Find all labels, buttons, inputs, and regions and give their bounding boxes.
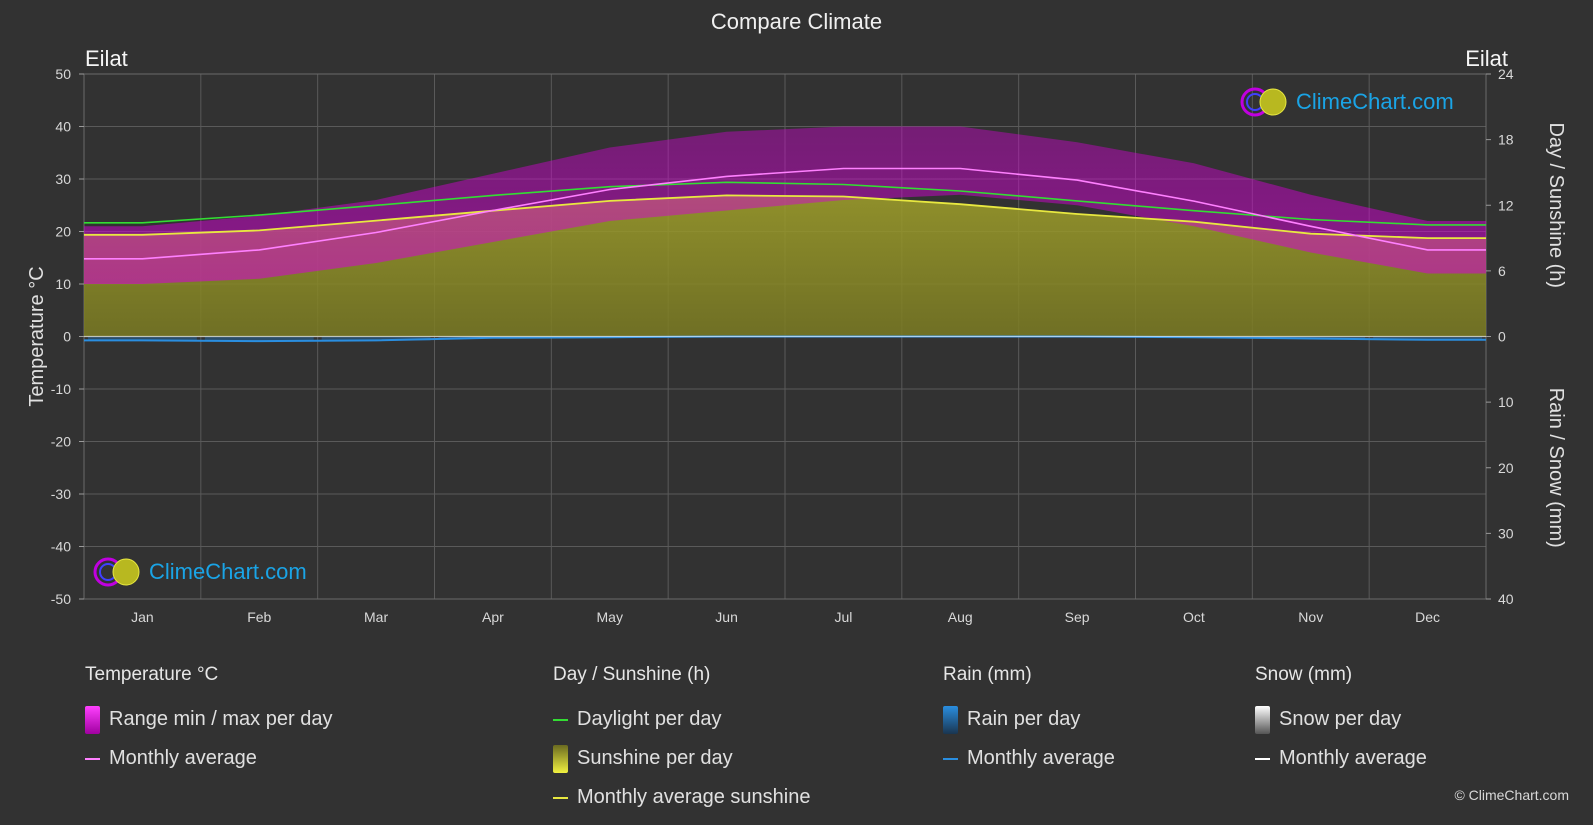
- y-right-top-axis-title: Day / Sunshine (h): [1545, 122, 1567, 288]
- legend-item-sunshine: Sunshine per day: [553, 739, 810, 778]
- sunshine-swatch: [553, 744, 568, 773]
- x-tick-label: Mar: [364, 609, 388, 625]
- legend-label: Rain per day: [967, 708, 1081, 730]
- legend-heading-snow: Snow (mm): [1255, 664, 1353, 685]
- legend-label: Monthly average: [967, 747, 1115, 769]
- x-tick-label: Jul: [834, 609, 852, 625]
- y-left-tick-label: -50: [51, 591, 71, 607]
- legend-label: Sunshine per day: [577, 747, 733, 769]
- climechart-logo-icon: [1240, 87, 1287, 117]
- rain-bar: [88, 336, 197, 341]
- legend-label: Snow per day: [1279, 708, 1402, 730]
- y-left-tick-label: -20: [51, 434, 71, 450]
- daylight-line: [84, 181, 1486, 226]
- rain-bar: [204, 336, 314, 342]
- legend-heading-rain: Rain (mm): [943, 664, 1032, 685]
- plot-area: [84, 126, 1486, 343]
- y-left-tick-label: 20: [55, 224, 71, 240]
- rain-bar: [1373, 336, 1482, 340]
- rain-avg-swatch: [943, 757, 958, 760]
- y-left-axis-title: Temperature °C: [26, 266, 48, 406]
- y-right-bottom-tick-label: 40: [1498, 591, 1514, 607]
- rain-bar: [1256, 336, 1366, 339]
- y-right-top-tick-label: 24: [1498, 66, 1514, 82]
- y-left-tick-label: 50: [55, 66, 71, 82]
- y-right-bottom-tick-label: 10: [1498, 394, 1514, 410]
- legend-item-snow: Snow per day: [1255, 700, 1427, 739]
- temperature-range-area: [84, 126, 1486, 284]
- x-tick-label: Jun: [715, 609, 738, 625]
- rain-bar: [321, 336, 431, 341]
- y-left-tick-label: 30: [55, 171, 71, 187]
- snow-avg-swatch: [1255, 757, 1270, 760]
- legend-item-daylight: Daylight per day: [553, 700, 810, 739]
- legend-item-sunshine-avg: Monthly average sunshine: [553, 778, 810, 817]
- chart-title: Compare Climate: [710, 9, 883, 34]
- y-right-bottom-axis-title: Rain / Snow (mm): [1545, 388, 1567, 548]
- legend-label: Monthly average sunshine: [577, 786, 811, 808]
- x-tick-label: May: [597, 609, 623, 625]
- sunshine-avg-swatch: [553, 796, 568, 799]
- y-right-top-tick-label: 18: [1498, 132, 1514, 148]
- y-right-top-tick-label: 0: [1498, 329, 1506, 345]
- axes: 50 40 30 20 10 0 -10 -20 -30 -40 -50 24 18 12 6 0 10 20 30…: [26, 66, 1567, 625]
- brand-text-bottom: ClimeChart.com: [149, 559, 307, 584]
- legend-heading-sunshine: Day / Sunshine (h): [553, 664, 711, 685]
- brand-logo-top[interactable]: ClimeChart.com: [1240, 86, 1454, 118]
- legend-item-temp-avg: Monthly average: [85, 739, 332, 778]
- x-tick-label: Oct: [1183, 609, 1205, 625]
- rain-swatch: [943, 705, 958, 734]
- city-label-left: Eilat: [85, 46, 128, 71]
- legend-item-snow-avg: Monthly average: [1255, 739, 1427, 778]
- legend-item-rain-avg: Monthly average: [943, 739, 1115, 778]
- legend-rain: Rain (mm) Rain per day Monthly average: [943, 664, 1115, 778]
- legend-item-temp-range: Range min / max per day: [85, 700, 332, 739]
- y-right-bottom-tick-label: 20: [1498, 460, 1514, 476]
- legend-label: Daylight per day: [577, 708, 722, 730]
- temperature-avg-line: [84, 167, 1486, 260]
- y-left-tick-label: 0: [63, 329, 71, 345]
- temp-range-swatch: [85, 705, 100, 734]
- x-tick-label: Jan: [131, 609, 154, 625]
- legend-item-rain: Rain per day: [943, 700, 1115, 739]
- legend-label: Monthly average: [1279, 747, 1427, 769]
- x-tick-label: Aug: [948, 609, 973, 625]
- temp-avg-swatch: [85, 757, 100, 760]
- legend-temperature: Temperature °C Range min / max per day M…: [85, 664, 332, 778]
- y-left-tick-label: -40: [51, 539, 71, 555]
- x-tick-label: Apr: [482, 609, 504, 625]
- legend-label: Range min / max per day: [109, 708, 333, 730]
- y-right-bottom-tick-label: 30: [1498, 525, 1514, 541]
- brand-logo-bottom[interactable]: ClimeChart.com: [93, 556, 307, 588]
- legend-heading-temperature: Temperature °C: [85, 664, 219, 685]
- x-tick-label: Feb: [247, 609, 271, 625]
- copyright-text[interactable]: © ClimeChart.com: [1454, 787, 1569, 803]
- legend-sunshine: Day / Sunshine (h) Daylight per day Suns…: [553, 664, 810, 817]
- x-tick-label: Dec: [1415, 609, 1440, 625]
- daylight-swatch: [553, 718, 568, 721]
- y-left-tick-label: 10: [55, 276, 71, 292]
- city-label-right: Eilat: [1465, 46, 1508, 71]
- climechart-logo-icon: [93, 557, 140, 587]
- legend-snow: Snow (mm) Snow per day Monthly average: [1255, 664, 1427, 778]
- y-left-tick-label: -30: [51, 486, 71, 502]
- brand-text-top: ClimeChart.com: [1296, 89, 1454, 114]
- snow-swatch: [1255, 705, 1270, 734]
- y-right-top-tick-label: 6: [1498, 263, 1506, 279]
- x-tick-label: Nov: [1298, 609, 1323, 625]
- y-left-tick-label: 40: [55, 119, 71, 135]
- legend-label: Monthly average: [109, 747, 257, 769]
- y-right-top-tick-label: 12: [1498, 197, 1514, 213]
- y-left-tick-label: -10: [51, 381, 71, 397]
- x-tick-label: Sep: [1065, 609, 1090, 625]
- sunshine-avg-line: [84, 194, 1486, 239]
